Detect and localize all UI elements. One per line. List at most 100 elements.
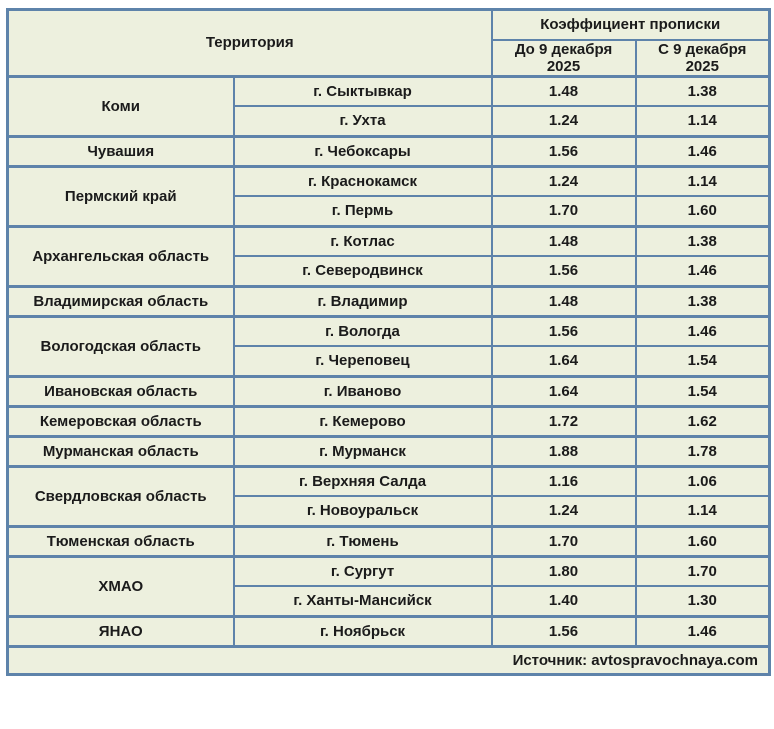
header-row-top: Территория Коэффициент прописки — [6, 8, 771, 77]
value-cell-before: 1.70 — [490, 524, 637, 557]
region-cell: ЯНАО — [6, 614, 235, 647]
region-cell: ХМАО — [6, 554, 235, 617]
value-cell-before: 1.40 — [490, 585, 637, 617]
value-cell-after: 1.30 — [634, 585, 771, 617]
city-cell: г. Ханты-Мансийск — [232, 585, 493, 617]
city-cell: г. Мурманск — [232, 434, 493, 467]
column-header-territory: Территория — [6, 8, 493, 77]
region-cell: Ивановская область — [6, 374, 235, 407]
value-cell-after: 1.46 — [634, 134, 771, 167]
city-cell: г. Новоуральск — [232, 495, 493, 527]
value-cell-before: 1.56 — [490, 134, 637, 167]
table-row: ХМАО г. Сургут 1.80 1.70 — [6, 554, 771, 617]
region-cell: Вологодская область — [6, 314, 235, 377]
region-cell: Пермский край — [6, 164, 235, 227]
value-cell-after: 1.54 — [634, 345, 771, 377]
table-row: Вологодская область г. Вологда 1.56 1.46 — [6, 314, 771, 377]
value-cell-after: 1.38 — [634, 284, 771, 317]
city-cell: г. Череповец — [232, 345, 493, 377]
region-cell: Коми — [6, 74, 235, 137]
table-row: Ивановская область г. Иваново 1.64 1.54 — [6, 374, 771, 407]
region-cell: Тюменская область — [6, 524, 235, 557]
value-cell-after: 1.54 — [634, 374, 771, 407]
region-cell: Кемеровская область — [6, 404, 235, 437]
column-header-before-date: До 9 декабря 2025 — [490, 38, 637, 77]
table-row: г. Пермь 1.70 1.60 — [8, 195, 771, 227]
value-cell-after: 1.60 — [634, 524, 771, 557]
city-cell: г. Северодвинск — [232, 255, 493, 287]
column-header-coefficient-group: Коэффициент прописки — [490, 8, 771, 41]
city-cell: г. Верхняя Салда — [232, 464, 493, 497]
value-cell-after: 1.70 — [634, 554, 771, 587]
city-cell: г. Кемерово — [232, 404, 493, 437]
table-header: Территория Коэффициент прописки До 9 дек… — [6, 8, 771, 77]
value-cell-after: 1.14 — [634, 164, 771, 197]
value-cell-after: 1.38 — [634, 74, 771, 107]
city-cell: г. Краснокамск — [232, 164, 493, 197]
table-row: г. Ухта 1.24 1.14 — [8, 105, 771, 137]
value-cell-after: 1.60 — [634, 195, 771, 227]
value-cell-after: 1.62 — [634, 404, 771, 437]
city-cell: г. Чебоксары — [232, 134, 493, 167]
value-cell-before: 1.64 — [490, 374, 637, 407]
value-cell-after: 1.46 — [634, 614, 771, 647]
region-cell: Свердловская область — [6, 464, 235, 527]
table-row: г. Северодвинск 1.56 1.46 — [8, 255, 771, 287]
table-row: Пермский край г. Краснокамск 1.24 1.14 — [6, 164, 771, 227]
table-row: г. Череповец 1.64 1.54 — [8, 345, 771, 377]
page: Территория Коэффициент прописки До 9 дек… — [6, 8, 772, 676]
city-cell: г. Котлас — [232, 224, 493, 257]
region-cell: Чувашия — [6, 134, 235, 167]
value-cell-after: 1.06 — [634, 464, 771, 497]
value-cell-after: 1.78 — [634, 434, 771, 467]
column-header-after-date: С 9 декабря 2025 — [634, 38, 771, 77]
value-cell-before: 1.72 — [490, 404, 637, 437]
city-cell: г. Сыктывкар — [232, 74, 493, 107]
value-cell-before: 1.56 — [490, 314, 637, 347]
table-row: Свердловская область г. Верхняя Салда 1.16… — [6, 464, 771, 527]
source-cell: Источник: avtospravochnaya.com — [6, 644, 771, 675]
header-row-sub: До 9 декабря 2025 С 9 декабря 2025 — [8, 38, 771, 77]
value-cell-before: 1.56 — [490, 614, 637, 647]
value-cell-before: 1.24 — [490, 105, 637, 137]
registration-coefficient-table: Территория Коэффициент прописки До 9 дек… — [6, 8, 772, 676]
city-cell: г. Ноябрьск — [232, 614, 493, 647]
value-cell-before: 1.56 — [490, 255, 637, 287]
table-row: г. Ханты-Мансийск 1.40 1.30 — [8, 585, 771, 617]
value-cell-before: 1.48 — [490, 224, 637, 257]
value-cell-after: 1.14 — [634, 105, 771, 137]
value-cell-before: 1.48 — [490, 284, 637, 317]
city-cell: г. Владимир — [232, 284, 493, 317]
value-cell-after: 1.46 — [634, 314, 771, 347]
value-cell-before: 1.88 — [490, 434, 637, 467]
source-text: Источник: avtospravochnaya.com — [512, 651, 759, 669]
table-footer: Источник: avtospravochnaya.com — [6, 644, 771, 675]
table-row: Кемеровская область г. Кемерово 1.72 1.62 — [6, 404, 771, 437]
value-cell-before: 1.48 — [490, 74, 637, 107]
city-cell: г. Ухта — [232, 105, 493, 137]
value-cell-before: 1.70 — [490, 195, 637, 227]
table-row: Чувашия г. Чебоксары 1.56 1.46 — [6, 134, 771, 167]
value-cell-before: 1.80 — [490, 554, 637, 587]
value-cell-after: 1.46 — [634, 255, 771, 287]
city-cell: г. Вологда — [232, 314, 493, 347]
value-cell-before: 1.24 — [490, 164, 637, 197]
region-cell: Владимирская область — [6, 284, 235, 317]
city-cell: г. Иваново — [232, 374, 493, 407]
value-cell-before: 1.24 — [490, 495, 637, 527]
table-body: Коми г. Сыктывкар 1.48 1.38 г. Ухта 1.24 1.14 Ч… — [6, 74, 771, 647]
value-cell-before: 1.16 — [490, 464, 637, 497]
table-row: Тюменская область г. Тюмень 1.70 1.60 — [6, 524, 771, 557]
region-cell: Архангельская область — [6, 224, 235, 287]
table-row: Владимирская область г. Владимир 1.48 1.38 — [6, 284, 771, 317]
table-row: ЯНАО г. Ноябрьск 1.56 1.46 — [6, 614, 771, 647]
table-row: Архангельская область г. Котлас 1.48 1.38 — [6, 224, 771, 287]
city-cell: г. Сургут — [232, 554, 493, 587]
value-cell-before: 1.64 — [490, 345, 637, 377]
table-row: Мурманская область г. Мурманск 1.88 1.78 — [6, 434, 771, 467]
table-row: Коми г. Сыктывкар 1.48 1.38 — [6, 74, 771, 137]
table-row: г. Новоуральск 1.24 1.14 — [8, 495, 771, 527]
city-cell: г. Тюмень — [232, 524, 493, 557]
city-cell: г. Пермь — [232, 195, 493, 227]
region-cell: Мурманская область — [6, 434, 235, 467]
